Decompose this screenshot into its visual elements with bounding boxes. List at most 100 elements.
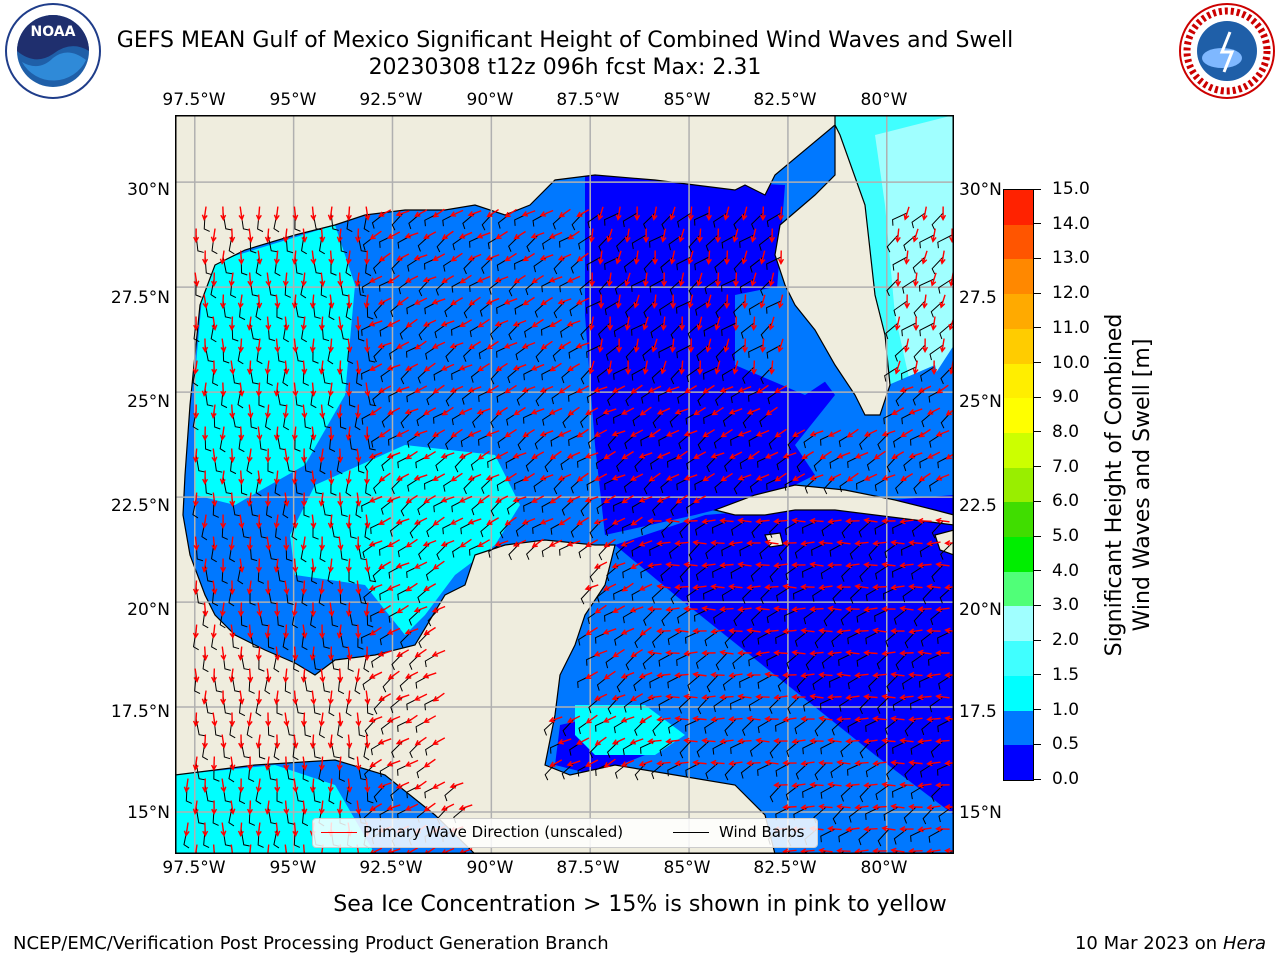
wave-direction-arrow	[800, 540, 815, 547]
wave-direction-arrow	[229, 624, 236, 639]
colorbar-segment	[1004, 745, 1033, 780]
wind-barb	[937, 718, 953, 733]
wave-direction-arrow	[247, 668, 254, 683]
wave-direction-arrow	[647, 605, 662, 613]
wave-direction-arrow	[624, 316, 631, 331]
wave-direction-arrow	[728, 627, 743, 634]
wind-barb	[625, 344, 638, 363]
wind-barb	[795, 762, 809, 780]
wave-direction-arrow	[881, 474, 896, 481]
wind-barb	[868, 674, 881, 692]
wave-direction-arrow	[396, 296, 409, 306]
wind-barb	[883, 586, 899, 600]
wave-direction-arrow	[872, 584, 887, 591]
wave-direction-arrow	[274, 294, 281, 309]
wave-direction-arrow	[585, 626, 598, 636]
wind-barb	[668, 542, 683, 559]
wave-direction-arrow	[684, 385, 698, 394]
wave-direction-arrow	[926, 760, 941, 767]
wind-barb	[685, 630, 701, 644]
wave-direction-arrow	[836, 803, 851, 810]
wave-direction-arrow	[405, 538, 418, 548]
wind-barb	[831, 630, 845, 648]
wave-direction-arrow	[432, 384, 445, 394]
wave-direction-arrow	[202, 602, 209, 617]
wave-direction-arrow	[809, 430, 824, 437]
wave-direction-arrow	[274, 778, 281, 793]
wave-direction-arrow	[468, 341, 482, 350]
wave-direction-arrow	[539, 430, 554, 437]
wind-barb	[939, 586, 953, 604]
wave-direction-arrow	[827, 650, 842, 657]
wind-barb	[931, 564, 944, 583]
wind-barb	[820, 564, 836, 580]
wave-direction-arrow	[423, 802, 436, 812]
wind-barb	[912, 256, 926, 274]
wave-direction-arrow	[300, 580, 307, 595]
wind-barb	[640, 564, 656, 579]
wind-barb	[721, 322, 737, 336]
wave-direction-arrow	[688, 338, 695, 353]
wind-barb	[587, 212, 602, 229]
wind-barb	[640, 520, 656, 536]
wind-barb	[903, 234, 917, 252]
wave-direction-arrow	[440, 320, 455, 327]
wave-direction-arrow	[782, 540, 797, 547]
wind-barb	[561, 762, 575, 780]
wave-direction-arrow	[705, 338, 712, 353]
wave-direction-arrow	[202, 294, 209, 309]
wave-direction-arrow	[521, 210, 536, 217]
wind-barb	[884, 366, 899, 382]
wind-barb	[650, 322, 665, 339]
wave-direction-arrow	[647, 649, 662, 656]
wave-direction-arrow	[468, 296, 481, 306]
wave-direction-arrow	[220, 514, 227, 529]
wind-barb	[695, 300, 710, 316]
wave-direction-arrow	[237, 602, 244, 617]
wave-direction-arrow	[282, 668, 289, 683]
wave-direction-arrow	[422, 319, 437, 327]
wind-barb	[733, 256, 746, 275]
wind-barb	[631, 322, 647, 336]
wave-direction-arrow	[494, 540, 509, 547]
wave-direction-arrow	[449, 342, 464, 349]
wave-direction-arrow	[845, 649, 860, 656]
wind-barb	[902, 278, 917, 294]
wave-direction-arrow	[944, 627, 954, 634]
wave-direction-arrow	[755, 473, 770, 481]
wave-direction-arrow	[413, 430, 428, 437]
wave-direction-arrow	[917, 694, 932, 701]
wind-barb	[544, 762, 557, 781]
wind-barb	[651, 366, 665, 384]
wave-direction-arrow	[282, 272, 289, 287]
colorbar-tick-label: 15.0	[1052, 179, 1090, 199]
wave-direction-arrow	[863, 782, 878, 789]
wave-direction-arrow	[719, 517, 734, 524]
wave-direction-arrow	[210, 228, 217, 243]
wave-direction-arrow	[327, 558, 334, 573]
wave-direction-arrow	[576, 428, 589, 438]
wind-barb	[553, 300, 566, 319]
wave-direction-arrow	[440, 363, 455, 371]
wave-direction-arrow	[364, 778, 371, 793]
wind-barb	[715, 300, 728, 319]
wind-barb	[631, 278, 647, 292]
wave-direction-arrow	[881, 518, 896, 525]
wave-direction-arrow	[292, 690, 299, 705]
wind-barb	[321, 366, 331, 385]
wave-direction-arrow	[395, 518, 410, 525]
wave-direction-arrow	[846, 472, 859, 482]
wave-direction-arrow	[935, 649, 950, 657]
wind-barb	[687, 322, 701, 340]
wave-direction-arrow	[922, 338, 929, 353]
wave-direction-arrow	[386, 715, 401, 723]
lon-tick-bottom: 87.5°W	[556, 858, 620, 878]
wave-direction-arrow	[337, 448, 344, 463]
wave-direction-arrow	[750, 360, 758, 375]
wave-direction-arrow	[656, 672, 671, 679]
wind-barb	[267, 762, 277, 781]
wave-direction-arrow	[692, 671, 707, 678]
wind-barb	[273, 828, 280, 849]
wave-direction-arrow	[387, 231, 401, 239]
wind-barb	[195, 762, 206, 781]
